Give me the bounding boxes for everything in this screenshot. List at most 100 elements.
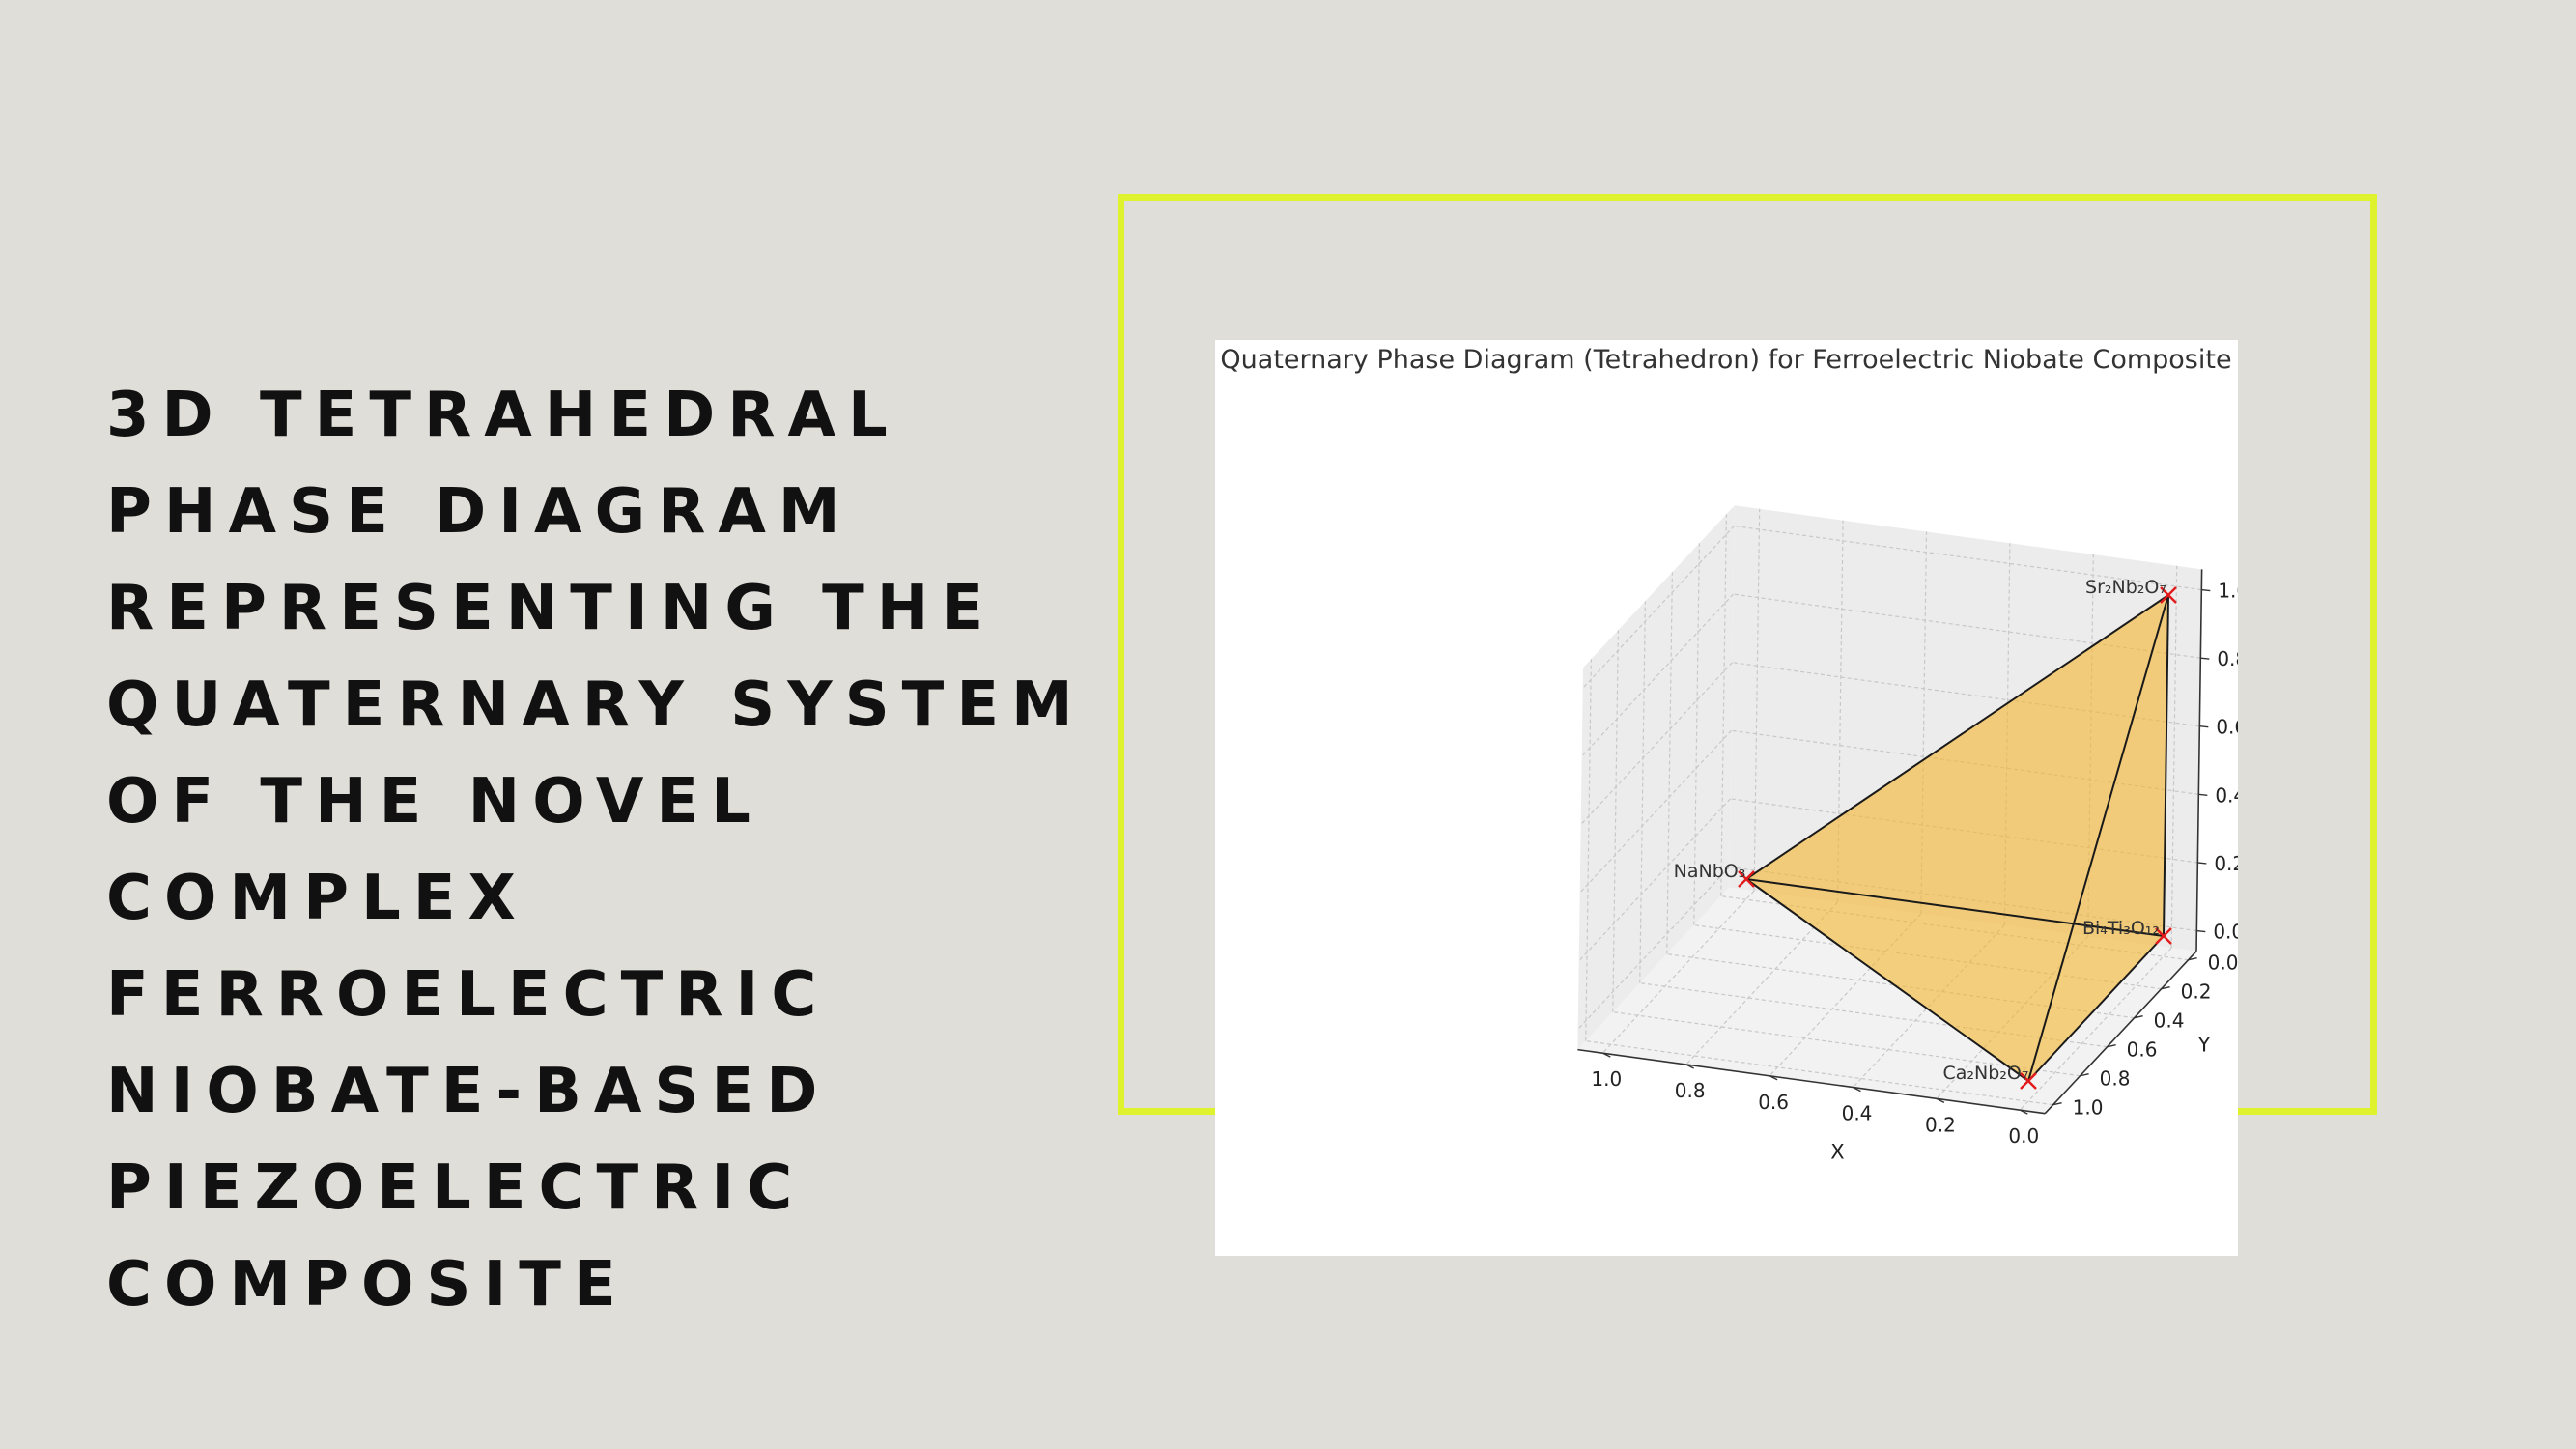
- z-tick: [2196, 929, 2206, 933]
- grid-line-y-floor: [1666, 953, 2135, 1019]
- x-tick-label: 0.8: [1675, 1079, 1706, 1102]
- x-tick: [1853, 1086, 1861, 1093]
- pane-z: [1577, 887, 2196, 1114]
- grid-line-y-floor: [1612, 1011, 2081, 1077]
- x-tick: [1936, 1097, 1945, 1104]
- grid-line-z-left: [1577, 867, 1730, 1030]
- z-tick: [2200, 657, 2210, 660]
- y-tick-label: 0.2: [2181, 980, 2212, 1004]
- grid-line-x-wall: [2170, 565, 2178, 949]
- z-tick-label: 0.2: [2214, 852, 2238, 875]
- grid-line-x-floor: [1601, 890, 1755, 1054]
- z-tick-label: 0.4: [2215, 783, 2238, 807]
- vertex-label: Ca₂Nb₂O₇: [1943, 1063, 2029, 1084]
- chart-title: Quaternary Phase Diagram (Tetrahedron) f…: [1220, 345, 2231, 375]
- z-tick: [2198, 793, 2208, 797]
- tetrahedron-face: [1746, 595, 2168, 936]
- x-tick-label: 0.4: [1842, 1102, 1873, 1125]
- grid-line-y-wall: [1639, 601, 1646, 983]
- x-tick: [1769, 1075, 1778, 1081]
- grid-line-y-floor: [1720, 895, 2189, 961]
- x-tick-label: 1.0: [1591, 1067, 1622, 1091]
- z-tick: [2199, 725, 2209, 728]
- x-tick: [1685, 1064, 1695, 1069]
- x-tick-label: 0.6: [1758, 1091, 1789, 1114]
- z-tick-label: 0.6: [2216, 716, 2238, 739]
- slide-title: 3D TETRAHEDRAL PHASE DIAGRAM REPRESENTIN…: [106, 380, 1086, 1321]
- grid-line-z-left: [1580, 662, 1733, 826]
- y-tick: [2161, 986, 2170, 990]
- z-axis-line: [2195, 569, 2203, 952]
- grid-line-z-back: [1730, 798, 2198, 864]
- vertex-label: NaNbO₃: [1674, 861, 1746, 882]
- vertex-marker-stroke: [2020, 1072, 2037, 1090]
- phase-diagram-chart: Quaternary Phase Diagram (Tetrahedron) f…: [1220, 345, 2238, 1164]
- y-tick-label: 0.4: [2154, 1009, 2185, 1033]
- grid-line-y-wall: [1612, 630, 1619, 1012]
- tetrahedron-edge: [1745, 878, 2029, 1082]
- y-axis-label: Y: [2197, 1034, 2211, 1057]
- vertex-labels: NaNbO₃ Bi₄Ti₃O₁₂ Ca₂Nb₂O₇ Sr₂Nb₂O₇: [1674, 577, 2166, 1084]
- vertex-marker: [1738, 870, 1755, 888]
- vertex-marker: [2020, 1072, 2037, 1090]
- y-tick-label: 0.8: [2100, 1067, 2131, 1091]
- grid-line-x-wall: [1836, 520, 1844, 902]
- axes: 0.0 0.0 0.0 0.2 0.2 0.2 0.4 0.4 0.4 0.6 0.6 0.6 0.8 0…: [1577, 569, 2238, 1148]
- x-axis-label: X: [1830, 1141, 1844, 1164]
- grid-line-x-floor: [1769, 913, 1922, 1077]
- z-tick-label: 0.8: [2217, 647, 2238, 670]
- grid-line-z-back: [1731, 729, 2199, 795]
- y-tick: [2188, 957, 2197, 961]
- x-tick-label: 0.2: [1925, 1113, 1956, 1136]
- tetrahedron-edges: [1745, 594, 2169, 1082]
- z-tick: [2197, 862, 2207, 865]
- tetrahedron-edge: [1745, 594, 2169, 880]
- vertex-marker-stroke: [1738, 870, 1755, 888]
- tetrahedron-edge: [2027, 935, 2165, 1082]
- y-tick-label: 0.6: [2127, 1038, 2158, 1062]
- grid-line-z-left: [1581, 593, 1734, 757]
- grid-line-y-wall: [1666, 572, 1673, 954]
- pane-y: [1729, 505, 2202, 952]
- grid-line-z-back: [1729, 866, 2197, 932]
- vertex-label: Sr₂Nb₂O₇: [2085, 577, 2166, 598]
- grid-line-x-wall: [1920, 531, 1928, 914]
- grid-line-z-left: [1578, 798, 1731, 962]
- pane-x: [1577, 505, 1735, 1050]
- grid-line-z-back: [1733, 593, 2201, 659]
- x-tick-label: 0.0: [2008, 1124, 2039, 1148]
- grid-line-z-left: [1582, 526, 1735, 689]
- grid-line-x-floor: [1685, 901, 1838, 1065]
- grid-line-y-wall: [1693, 543, 1700, 925]
- vertex-marker: [2160, 586, 2177, 604]
- y-axis-line: [2044, 951, 2197, 1115]
- z-tick-label: 1.0: [2218, 580, 2238, 603]
- y-tick: [2134, 1015, 2143, 1019]
- z-tick-label: 0.0: [2213, 921, 2238, 944]
- grid-line-x-wall: [2003, 543, 2011, 925]
- z-tick: [2201, 588, 2211, 592]
- x-tick: [1601, 1052, 1611, 1058]
- y-tick: [2107, 1044, 2116, 1048]
- grid-line-y-floor: [1639, 982, 2108, 1048]
- y-tick: [2080, 1073, 2089, 1077]
- vertex-marker: [2155, 927, 2172, 945]
- grid-line-y-wall: [1585, 659, 1592, 1041]
- vertex-marker-stroke: [2155, 927, 2172, 945]
- tetrahedron-edge: [2027, 594, 2169, 1082]
- grid-line-z-left: [1579, 729, 1732, 894]
- tetrahedron-edge: [1745, 878, 2165, 937]
- vertex-label: Bi₄Ti₃O₁₂: [2082, 918, 2160, 939]
- axes-panes: [1577, 505, 2202, 1114]
- y-tick-label: 0.0: [2208, 952, 2238, 975]
- grid-line-z-back: [1734, 525, 2202, 591]
- grid-line-y-floor: [1693, 924, 2162, 990]
- grid-line-x-floor: [1853, 924, 2005, 1088]
- grid-line-x-floor: [2019, 947, 2172, 1111]
- grid-line-x-wall: [1753, 508, 1761, 892]
- grid-line-z-back: [1732, 662, 2200, 727]
- grid-line-y-floor: [1585, 1040, 2053, 1106]
- y-tick-label: 1.0: [2073, 1096, 2104, 1120]
- grid-line-y-wall: [1720, 514, 1727, 896]
